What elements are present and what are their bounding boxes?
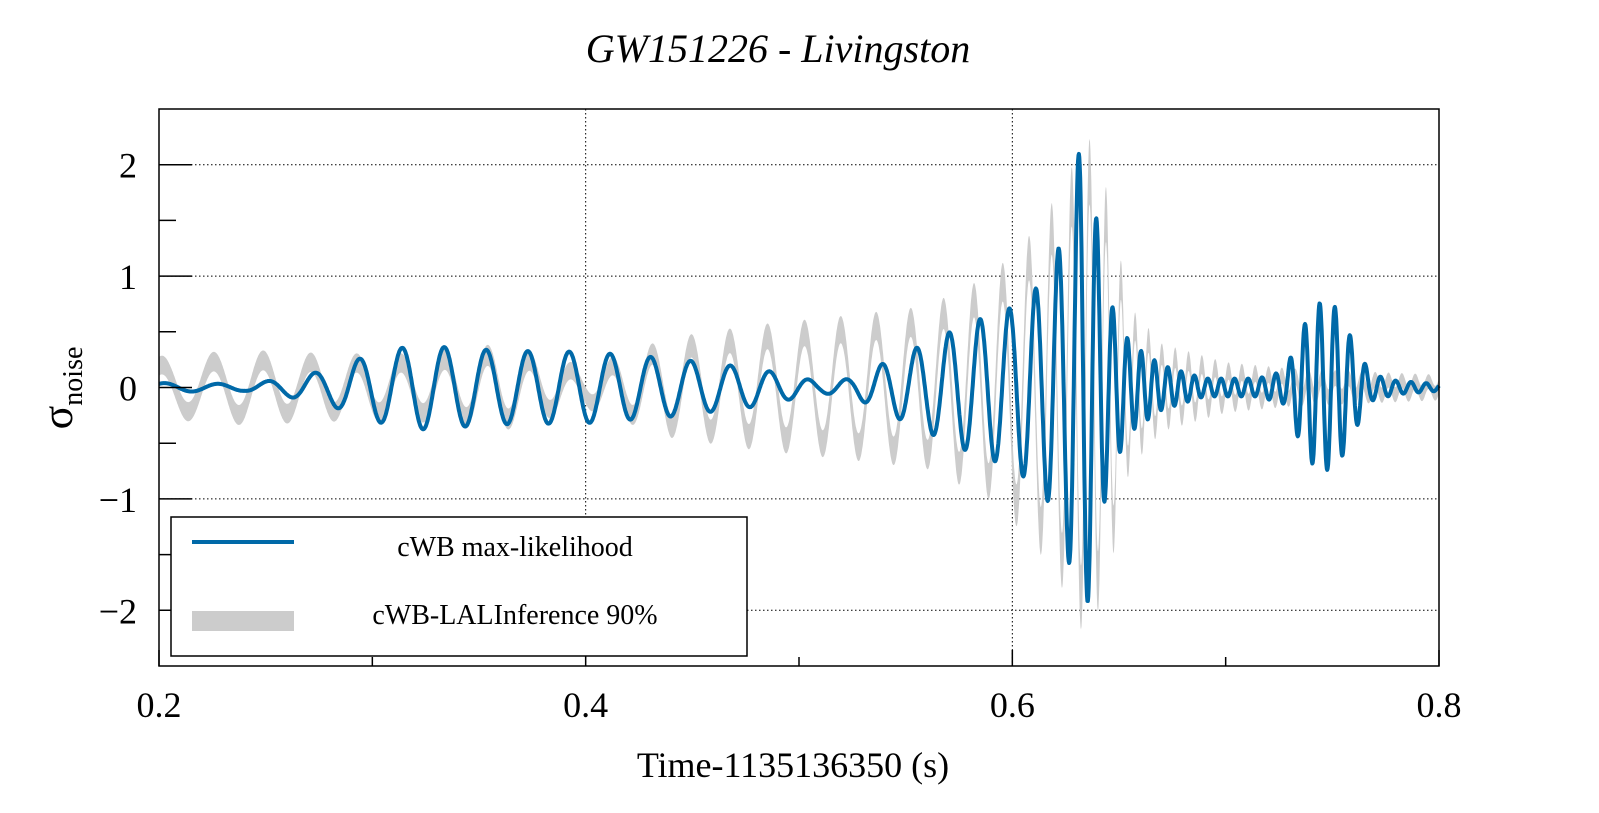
legend-band-swatch <box>192 611 294 631</box>
plot-frame <box>158 108 1440 667</box>
legend-entry-1: cWB-LALInference 90% <box>372 600 657 631</box>
x-tick-label: 0.2 <box>137 685 182 725</box>
y-axis-label-base: σ <box>33 405 82 429</box>
legend-box <box>170 516 748 657</box>
chart-title: GW151226 - Livingston <box>586 26 970 71</box>
y-axis-label: σnoise <box>33 347 89 430</box>
legend-entry-0: cWB max-likelihood <box>397 532 633 563</box>
y-tick-label: 1 <box>119 257 137 297</box>
y-axis-label-subscript: noise <box>58 347 89 406</box>
y-tick-label: 0 <box>119 369 137 409</box>
x-tick-labels: 0.2 0.4 0.6 0.8 <box>137 685 1462 725</box>
y-tick-label: 2 <box>119 146 137 186</box>
y-tick-label: −2 <box>99 591 137 631</box>
y-tick-label: −1 <box>99 480 137 520</box>
line-cwb-max-likelihood <box>157 151 1441 603</box>
x-axis-label: Time-1135136350 (s) <box>637 745 949 785</box>
x-tick-label: 0.4 <box>563 685 608 725</box>
legend: cWB max-likelihood cWB-LALInference 90% <box>170 516 748 657</box>
line-layer <box>157 151 1441 603</box>
x-tick-label: 0.6 <box>990 685 1035 725</box>
y-tick-labels: −2 −1 0 1 2 <box>99 146 137 632</box>
x-tick-label: 0.8 <box>1417 685 1462 725</box>
